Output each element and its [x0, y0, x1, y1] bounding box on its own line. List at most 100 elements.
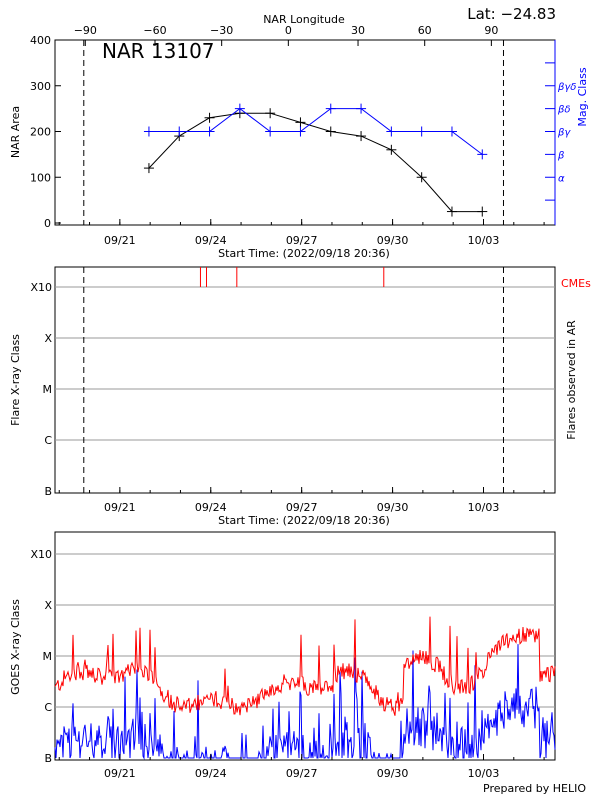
goes-level-label: M — [43, 650, 53, 663]
goes-level-label: C — [44, 701, 52, 714]
footer-credit: Prepared by HELIO — [483, 782, 586, 795]
flare-level-label: M — [43, 383, 53, 396]
longitude-tick-label: 60 — [418, 24, 432, 37]
goes-x-tick-label: 09/27 — [286, 767, 318, 780]
nar-area-line — [148, 112, 483, 213]
nar-area-point — [477, 206, 488, 217]
nar-y-tick-label: 300 — [30, 80, 51, 93]
mag-class-point — [446, 126, 457, 137]
longitude-tick-label: −30 — [210, 24, 233, 37]
longitude-ticks: −90 −60 −30 0 30 60 90 — [74, 24, 498, 46]
nar-y-ticks: 0 100 200 300 400 — [30, 34, 61, 230]
nar-area-point — [416, 172, 427, 183]
mag-class-line — [148, 107, 483, 155]
nar-x-tick-label: 09/30 — [377, 234, 409, 247]
nar-area-point — [325, 126, 336, 137]
flare-x-tick-label: 09/24 — [195, 501, 227, 514]
flare-limb-markers — [83, 267, 504, 493]
goes-long-channel-line — [54, 616, 556, 716]
goes-x-tick-label: 10/03 — [468, 767, 500, 780]
nar-x-axis-label: Start Time: (2022/09/18 20:36) — [218, 247, 390, 260]
mag-class-axis-label: Mag. Class — [576, 67, 589, 126]
nar-x-tick-label: 10/03 — [468, 234, 500, 247]
flare-level-label: X — [44, 332, 52, 345]
nar-series — [143, 103, 488, 217]
goes-level-label: B — [44, 752, 52, 765]
goes-x-ticks: 09/21 09/24 09/27 09/30 10/03 — [58, 754, 545, 780]
longitude-tick-label: −90 — [74, 24, 97, 37]
nar-area-point — [204, 112, 215, 123]
nar-area-point — [386, 144, 397, 155]
latitude-label: Lat: −24.83 — [467, 5, 556, 23]
mag-class-point — [204, 126, 215, 137]
mag-class-point — [143, 126, 154, 137]
nar-x-tick-label: 09/27 — [286, 234, 318, 247]
goes-y-axis-label: GOES X-ray Class — [9, 599, 22, 695]
flares-observed-label: Flares observed in AR — [565, 320, 578, 440]
nar-area-point — [295, 117, 306, 128]
top-axis-label: NAR Longitude — [263, 13, 345, 26]
nar-x-tick-label: 09/24 — [195, 234, 227, 247]
mag-class-point — [174, 126, 185, 137]
nar-plot-frame — [54, 39, 556, 226]
flare-plot-frame — [54, 266, 556, 494]
goes-x-tick-label: 09/21 — [104, 767, 136, 780]
mag-class-point — [356, 103, 367, 114]
cme-events — [199, 267, 385, 287]
goes-x-tick-label: 09/30 — [377, 767, 409, 780]
cme-legend-label: CMEs — [561, 277, 591, 290]
flare-level-label: X10 — [30, 281, 52, 294]
mag-class-tick-label: β — [557, 150, 565, 161]
mag-class-tick-label: βγ — [557, 128, 571, 139]
flare-level-label: C — [44, 434, 52, 447]
longitude-tick-label: 90 — [484, 24, 498, 37]
nar-y-axis-label: NAR Area — [9, 106, 22, 158]
nar-y-tick-label: 100 — [30, 171, 51, 184]
mag-class-point — [295, 126, 306, 137]
mag-class-tick-label: βγδ — [557, 82, 576, 93]
mag-class-point — [234, 103, 245, 114]
longitude-tick-label: 30 — [351, 24, 365, 37]
goes-x-tick-label: 09/24 — [195, 767, 227, 780]
goes-flux-series — [54, 616, 556, 760]
goes-level-label: X10 — [30, 548, 52, 561]
goes-plot-frame — [54, 531, 556, 761]
nar-area-point — [446, 206, 457, 217]
mag-class-point — [265, 126, 276, 137]
mag-class-point — [386, 126, 397, 137]
disk-limb-markers — [83, 40, 504, 225]
flare-x-ticks: 09/21 09/24 09/27 09/30 10/03 — [58, 487, 545, 514]
flare-x-tick-label: 09/30 — [377, 501, 409, 514]
mag-class-tick-label: α — [558, 173, 565, 184]
goes-short-channel-line — [54, 644, 556, 760]
nar-area-point — [143, 163, 154, 174]
mag-class-point — [416, 126, 427, 137]
flare-panel: Flare X-ray Class Flares observed in AR … — [9, 266, 591, 527]
mag-class-point — [325, 103, 336, 114]
nar-y-tick-label: 0 — [44, 217, 51, 230]
nar-y-tick-label: 200 — [30, 126, 51, 139]
nar-x-ticks: 09/21 09/24 09/27 09/30 10/03 — [58, 219, 545, 247]
mag-class-ticks: α β βγ βδ βγδ — [545, 40, 576, 225]
nar-area-point — [356, 131, 367, 142]
mag-class-tick-label: βδ — [557, 105, 571, 116]
nar-title: NAR 13107 — [102, 39, 215, 63]
goes-level-label: X — [44, 599, 52, 612]
flare-x-axis-label: Start Time: (2022/09/18 20:36) — [218, 514, 390, 527]
flare-x-tick-label: 10/03 — [468, 501, 500, 514]
flare-x-tick-label: 09/27 — [286, 501, 318, 514]
mag-class-point — [477, 149, 488, 160]
nar-area-point — [265, 108, 276, 119]
flare-x-tick-label: 09/21 — [104, 501, 136, 514]
nar-y-tick-label: 400 — [30, 34, 51, 47]
nar-panel: NAR 13107 Lat: −24.83 NAR Longitude NAR … — [9, 5, 589, 260]
goes-level-lines: B C M X X10 — [30, 548, 555, 765]
longitude-tick-label: −60 — [143, 24, 166, 37]
goes-panel: GOES X-ray Class B C M X X10 09/21 09/24 09/27… — [9, 531, 556, 780]
flare-level-label: B — [44, 485, 52, 498]
longitude-tick-label: 0 — [285, 24, 292, 37]
flare-y-axis-label: Flare X-ray Class — [9, 334, 22, 426]
nar-x-tick-label: 09/21 — [104, 234, 136, 247]
flare-level-lines: B C M X X10 — [30, 281, 555, 498]
